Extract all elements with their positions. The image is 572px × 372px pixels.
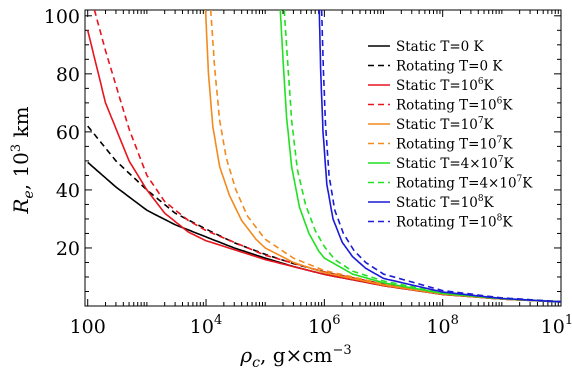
legend-label-1: Rotating T=0 K [396,59,503,75]
legend-label-3: Rotating T=106K [396,97,513,114]
y-axis-title: Re, 103 km [9,106,37,214]
x-axis-title: ρc, g×cm−3 [239,343,351,371]
x-axis-title-symbol: ρ [239,343,252,367]
axis-ticks: 100 104 106 108 1010 20 40 60 80 100 [44,6,572,338]
series-layer [86,10,561,303]
y-axis-title-symbol: R [9,199,33,215]
y-tick-label: 80 [56,64,80,86]
y-axis-title-unit-end: km [9,106,33,143]
series-line-4 [204,10,561,303]
y-tick-label: 20 [56,238,80,260]
legend-label-9: Rotating T=108K [396,214,513,231]
y-axis-title-unit: , 10 [9,152,33,190]
plot-frame [84,9,562,307]
y-axis-title-subscript: e [21,190,37,198]
y-tick-label: 40 [56,180,80,202]
legend-label-7: Rotating T=4×107K [396,175,533,192]
y-tick-label: 60 [56,122,80,144]
x-tick-label: 104 [190,313,222,338]
x-tick-label: 100 [70,316,106,338]
y-tick-label: 100 [44,6,80,28]
legend-label-2: Static T=106K [396,77,495,94]
x-axis-title-unit: , g×cm [260,343,332,367]
x-axis-title-subscript: c [252,355,260,371]
legend: Static T=0 K Rotating T=0 K Static T=106K R… [368,39,533,231]
x-tick-label: 1010 [541,313,572,338]
x-tick-label: 108 [426,313,458,338]
y-axis-title-unit-exponent: 3 [9,144,24,152]
x-tick-label: 106 [308,313,340,338]
x-axis-title-unit-exponent: −3 [332,343,351,358]
legend-label-0: Static T=0 K [396,39,485,55]
series-line-9 [320,10,561,303]
legend-label-5: Rotating T=107K [396,136,513,153]
legend-label-8: Static T=108K [396,194,495,211]
series-line-5 [209,10,561,303]
legend-label-6: Static T=4×107K [396,155,514,172]
legend-label-4: Static T=107K [396,116,495,133]
series-line-8 [318,10,561,303]
